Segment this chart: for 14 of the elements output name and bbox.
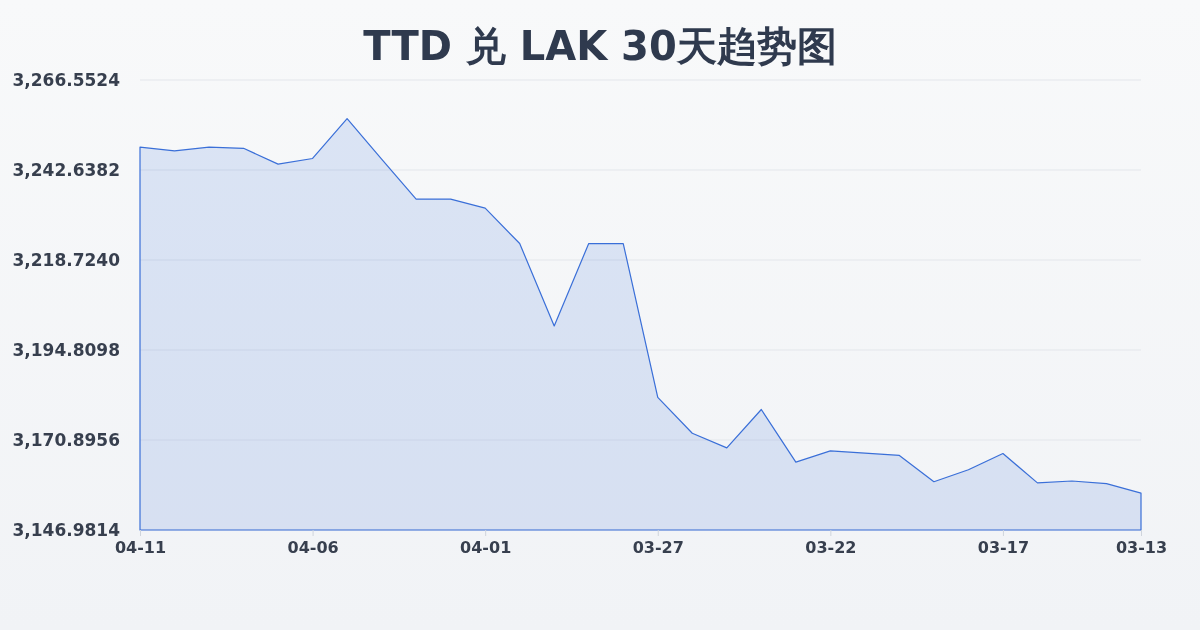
x-tick-label: 03-13 xyxy=(1115,538,1168,558)
y-tick-label: 3,146.9814 xyxy=(12,519,121,540)
x-tick-label: 04-06 xyxy=(287,538,339,558)
y-tick-label: 3,218.7240 xyxy=(12,249,121,270)
x-tick-label: 03-17 xyxy=(977,538,1030,558)
chart-title: TTD 兑 LAK 30天趋势图 xyxy=(363,23,837,69)
y-tick-label: 3,266.5524 xyxy=(12,69,121,90)
y-tick-label: 3,194.8098 xyxy=(12,339,120,360)
y-tick-label: 3,170.8956 xyxy=(12,429,120,450)
x-tick-label: 04-11 xyxy=(114,538,167,558)
x-tick-label: 03-27 xyxy=(632,538,684,558)
x-tick-label: 04-01 xyxy=(460,538,512,558)
y-tick-label: 3,242.6382 xyxy=(12,159,120,180)
x-tick-label: 03-22 xyxy=(805,538,857,558)
